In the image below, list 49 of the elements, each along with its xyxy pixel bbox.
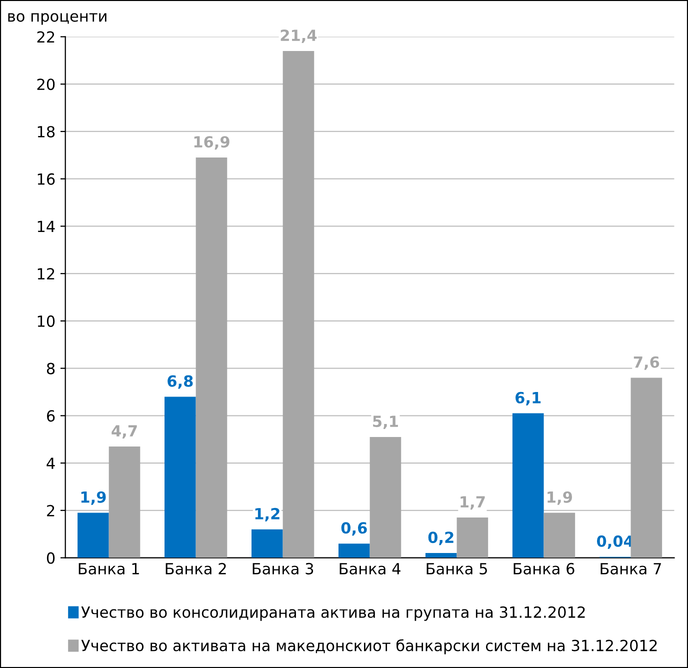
data-label: 16,9 <box>194 136 230 150</box>
x-tick-label: Банка 1 <box>78 563 139 574</box>
y-tick-label: 2 <box>47 504 54 516</box>
data-label: 6,1 <box>516 392 541 406</box>
y-tick-label: 10 <box>38 315 55 327</box>
x-tick-label: Банка 4 <box>340 563 400 574</box>
x-tick-label: Банка 3 <box>252 562 314 574</box>
bar <box>78 512 109 558</box>
bar <box>196 158 228 558</box>
bar <box>282 50 314 558</box>
data-label: 4,7 <box>112 425 137 439</box>
data-label: 0,2 <box>428 532 454 546</box>
y-tick-label: 14 <box>38 220 55 232</box>
y-tick-label: 8 <box>46 362 55 374</box>
bar <box>456 518 488 558</box>
data-label: 0,04 <box>596 535 634 549</box>
bar <box>630 378 662 558</box>
bar <box>164 396 196 558</box>
bar <box>338 544 370 558</box>
data-label: 0,6 <box>341 522 367 536</box>
data-label: 6,8 <box>168 375 193 389</box>
y-tick-label: 4 <box>46 458 55 469</box>
data-label: 1,9 <box>81 491 106 505</box>
data-label: 7,6 <box>634 356 660 370</box>
y-tick-label: 12 <box>38 268 54 280</box>
bar <box>425 553 457 558</box>
legend-label: Учество во консолидираната актива на групата на 31.12.2012 <box>81 606 585 621</box>
x-tick-label: Банка 2 <box>166 562 226 574</box>
y-tick-label: 20 <box>37 78 55 90</box>
chart-title: во проценти <box>8 13 106 25</box>
y-tick-label: 6 <box>46 410 55 422</box>
data-label: 21,4 <box>280 29 317 43</box>
bar <box>108 446 140 558</box>
y-tick-label: 18 <box>38 126 55 138</box>
data-label: 5,1 <box>373 416 398 430</box>
y-tick-label: 0 <box>46 552 55 564</box>
bar <box>512 413 544 558</box>
y-tick-label: 16 <box>38 173 55 185</box>
x-tick-label: Банка 6 <box>514 562 574 574</box>
x-tick-label: Банка 7 <box>600 563 661 574</box>
bar <box>252 529 283 558</box>
y-tick-label: 22 <box>37 31 54 43</box>
bar <box>370 436 402 558</box>
data-label: 1,9 <box>548 491 572 505</box>
legend-label: Учество во активата на македонскиот банкарски систем на 31.12.2012 <box>81 639 657 654</box>
x-tick-label: Банка 5 <box>426 563 487 574</box>
data-label: 1,7 <box>460 496 485 510</box>
data-label: 1,2 <box>255 508 280 522</box>
bar <box>544 512 576 558</box>
